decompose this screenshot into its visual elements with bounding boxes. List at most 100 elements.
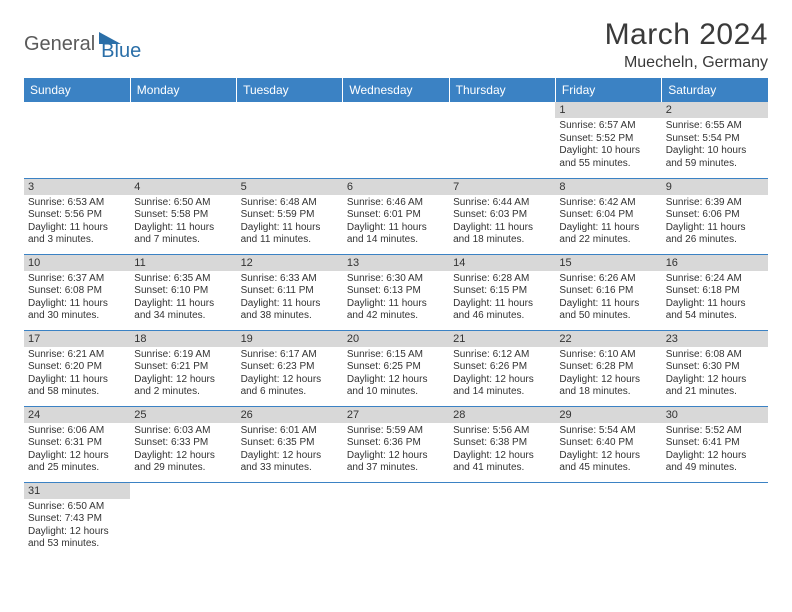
day-number: 18 <box>130 331 236 347</box>
day-detail-line: Sunset: 6:30 PM <box>666 361 764 374</box>
day-number: 19 <box>237 331 343 347</box>
day-detail-line: Daylight: 11 hours <box>241 298 339 311</box>
day-detail-line: and 14 minutes. <box>453 386 551 399</box>
day-detail-line: Daylight: 12 hours <box>347 374 445 387</box>
day-details: Sunrise: 6:24 AMSunset: 6:18 PMDaylight:… <box>662 271 768 325</box>
day-detail-line: Sunset: 6:10 PM <box>134 285 232 298</box>
day-number: 7 <box>449 179 555 195</box>
day-number: 16 <box>662 255 768 271</box>
calendar-cell: 11Sunrise: 6:35 AMSunset: 6:10 PMDayligh… <box>130 254 236 330</box>
day-detail-line: Daylight: 12 hours <box>347 450 445 463</box>
day-detail-line: and 50 minutes. <box>559 310 657 323</box>
day-detail-line: Daylight: 12 hours <box>559 374 657 387</box>
day-detail-line: Daylight: 12 hours <box>28 526 126 539</box>
calendar-cell: 29Sunrise: 5:54 AMSunset: 6:40 PMDayligh… <box>555 406 661 482</box>
calendar-row: 3Sunrise: 6:53 AMSunset: 5:56 PMDaylight… <box>24 178 768 254</box>
day-detail-line: Sunrise: 6:35 AM <box>134 273 232 286</box>
calendar-cell: 19Sunrise: 6:17 AMSunset: 6:23 PMDayligh… <box>237 330 343 406</box>
weekday-header: Monday <box>130 78 236 102</box>
day-details: Sunrise: 6:19 AMSunset: 6:21 PMDaylight:… <box>130 347 236 401</box>
day-detail-line: Daylight: 12 hours <box>453 450 551 463</box>
day-detail-line: Daylight: 10 hours <box>666 145 764 158</box>
day-detail-line: Sunset: 6:28 PM <box>559 361 657 374</box>
day-detail-line: Daylight: 11 hours <box>347 222 445 235</box>
day-detail-line: Daylight: 11 hours <box>347 298 445 311</box>
day-details: Sunrise: 6:42 AMSunset: 6:04 PMDaylight:… <box>555 195 661 249</box>
calendar-cell: 8Sunrise: 6:42 AMSunset: 6:04 PMDaylight… <box>555 178 661 254</box>
day-detail-line: Daylight: 11 hours <box>134 298 232 311</box>
day-number: 13 <box>343 255 449 271</box>
day-number: 3 <box>24 179 130 195</box>
calendar-row: 17Sunrise: 6:21 AMSunset: 6:20 PMDayligh… <box>24 330 768 406</box>
day-detail-line: Sunset: 7:43 PM <box>28 513 126 526</box>
day-detail-line: Sunset: 6:38 PM <box>453 437 551 450</box>
calendar-cell: 14Sunrise: 6:28 AMSunset: 6:15 PMDayligh… <box>449 254 555 330</box>
day-details: Sunrise: 6:35 AMSunset: 6:10 PMDaylight:… <box>130 271 236 325</box>
day-detail-line: and 2 minutes. <box>134 386 232 399</box>
day-detail-line: Sunrise: 6:33 AM <box>241 273 339 286</box>
day-detail-line: Daylight: 12 hours <box>453 374 551 387</box>
day-detail-line: Daylight: 12 hours <box>134 450 232 463</box>
day-detail-line: Sunset: 6:15 PM <box>453 285 551 298</box>
calendar-cell: 21Sunrise: 6:12 AMSunset: 6:26 PMDayligh… <box>449 330 555 406</box>
day-detail-line: and 53 minutes. <box>28 538 126 551</box>
day-detail-line: and 18 minutes. <box>453 234 551 247</box>
day-number: 15 <box>555 255 661 271</box>
day-detail-line: and 25 minutes. <box>28 462 126 475</box>
weekday-header: Sunday <box>24 78 130 102</box>
day-details: Sunrise: 6:03 AMSunset: 6:33 PMDaylight:… <box>130 423 236 477</box>
location: Muecheln, Germany <box>605 54 768 72</box>
weekday-header: Saturday <box>662 78 768 102</box>
day-number: 28 <box>449 407 555 423</box>
day-detail-line: Sunset: 6:33 PM <box>134 437 232 450</box>
day-detail-line: Sunrise: 6:48 AM <box>241 197 339 210</box>
calendar-cell: 27Sunrise: 5:59 AMSunset: 6:36 PMDayligh… <box>343 406 449 482</box>
day-details: Sunrise: 6:33 AMSunset: 6:11 PMDaylight:… <box>237 271 343 325</box>
day-detail-line: and 7 minutes. <box>134 234 232 247</box>
day-detail-line: Daylight: 11 hours <box>666 222 764 235</box>
day-detail-line: Sunrise: 6:28 AM <box>453 273 551 286</box>
day-details: Sunrise: 6:26 AMSunset: 6:16 PMDaylight:… <box>555 271 661 325</box>
day-detail-line: Sunrise: 6:12 AM <box>453 349 551 362</box>
day-details: Sunrise: 6:57 AMSunset: 5:52 PMDaylight:… <box>555 118 661 172</box>
day-detail-line: Sunrise: 5:59 AM <box>347 425 445 438</box>
day-detail-line: Sunset: 6:04 PM <box>559 209 657 222</box>
day-detail-line: Daylight: 11 hours <box>241 222 339 235</box>
day-detail-line: Daylight: 11 hours <box>28 298 126 311</box>
day-detail-line: and 45 minutes. <box>559 462 657 475</box>
day-detail-line: Sunrise: 6:24 AM <box>666 273 764 286</box>
day-number: 29 <box>555 407 661 423</box>
day-details: Sunrise: 6:48 AMSunset: 5:59 PMDaylight:… <box>237 195 343 249</box>
calendar-cell <box>449 102 555 178</box>
calendar-cell: 12Sunrise: 6:33 AMSunset: 6:11 PMDayligh… <box>237 254 343 330</box>
day-number: 14 <box>449 255 555 271</box>
calendar-cell: 31Sunrise: 6:50 AMSunset: 7:43 PMDayligh… <box>24 482 130 558</box>
day-detail-line: Daylight: 11 hours <box>28 222 126 235</box>
day-details: Sunrise: 6:46 AMSunset: 6:01 PMDaylight:… <box>343 195 449 249</box>
day-details: Sunrise: 6:28 AMSunset: 6:15 PMDaylight:… <box>449 271 555 325</box>
calendar-cell: 16Sunrise: 6:24 AMSunset: 6:18 PMDayligh… <box>662 254 768 330</box>
day-detail-line: Sunrise: 6:17 AM <box>241 349 339 362</box>
weekday-header: Wednesday <box>343 78 449 102</box>
calendar-cell <box>343 102 449 178</box>
day-detail-line: Sunset: 6:01 PM <box>347 209 445 222</box>
day-detail-line: Sunrise: 6:30 AM <box>347 273 445 286</box>
calendar-cell <box>237 482 343 558</box>
calendar-cell: 2Sunrise: 6:55 AMSunset: 5:54 PMDaylight… <box>662 102 768 178</box>
day-number: 22 <box>555 331 661 347</box>
day-detail-line: Daylight: 12 hours <box>28 450 126 463</box>
calendar-cell: 4Sunrise: 6:50 AMSunset: 5:58 PMDaylight… <box>130 178 236 254</box>
calendar-cell <box>24 102 130 178</box>
day-details: Sunrise: 6:30 AMSunset: 6:13 PMDaylight:… <box>343 271 449 325</box>
day-detail-line: Sunrise: 6:50 AM <box>134 197 232 210</box>
calendar-cell: 25Sunrise: 6:03 AMSunset: 6:33 PMDayligh… <box>130 406 236 482</box>
day-detail-line: and 49 minutes. <box>666 462 764 475</box>
day-number: 26 <box>237 407 343 423</box>
day-detail-line: Daylight: 12 hours <box>666 450 764 463</box>
calendar-cell: 20Sunrise: 6:15 AMSunset: 6:25 PMDayligh… <box>343 330 449 406</box>
day-detail-line: Sunrise: 6:50 AM <box>28 501 126 514</box>
calendar-row: 24Sunrise: 6:06 AMSunset: 6:31 PMDayligh… <box>24 406 768 482</box>
day-detail-line: Sunrise: 6:06 AM <box>28 425 126 438</box>
calendar-cell <box>130 482 236 558</box>
day-detail-line: and 18 minutes. <box>559 386 657 399</box>
